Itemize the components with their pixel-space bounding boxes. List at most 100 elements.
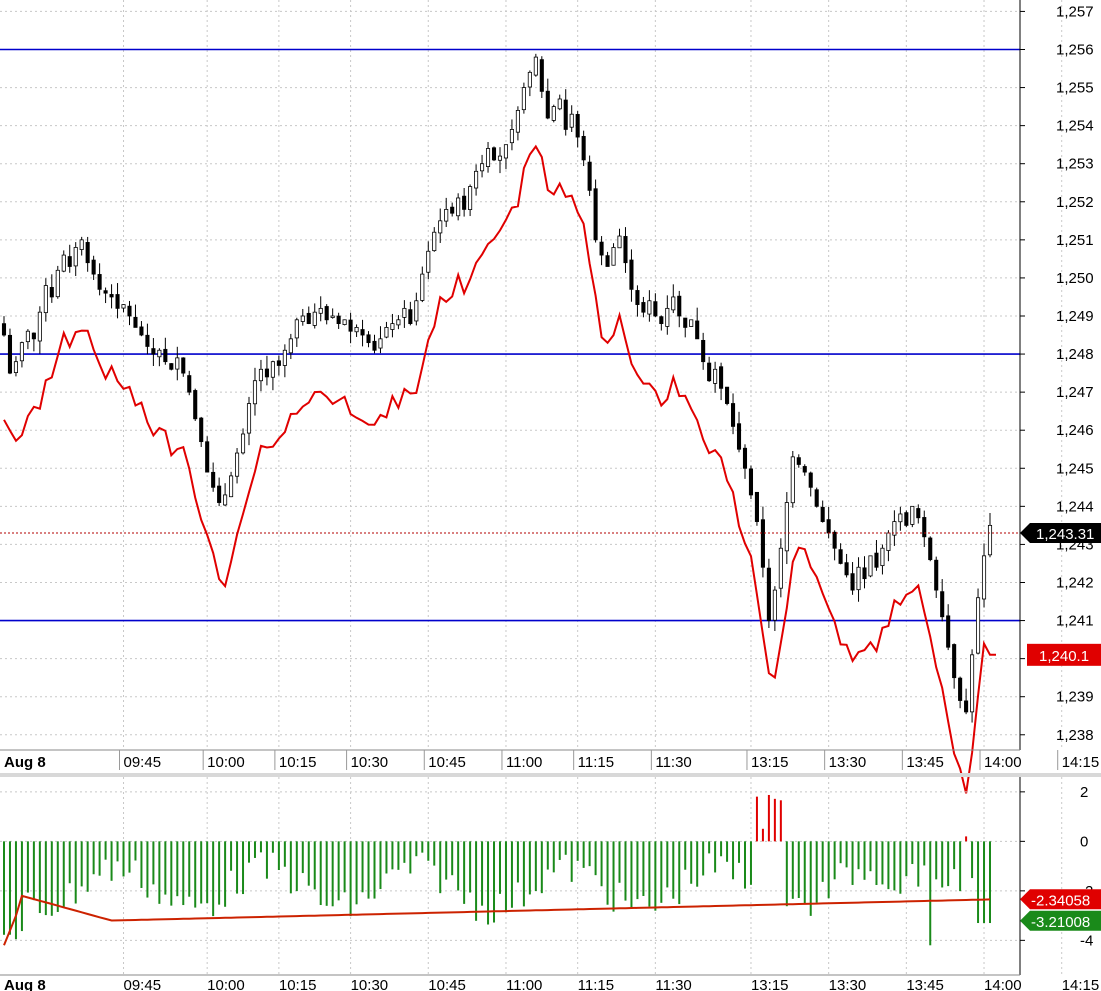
histogram-bar <box>391 841 394 870</box>
candle <box>450 202 455 217</box>
oscillator-x-axis: Aug 8 09:45 10:00 10:15 10:30 10:45 11:00 11:1… <box>0 974 1099 991</box>
candle <box>37 306 42 354</box>
histogram-bar <box>242 841 245 895</box>
candle <box>61 250 66 273</box>
candle <box>294 317 299 347</box>
histogram-bar <box>206 841 209 904</box>
candle <box>671 284 676 314</box>
candle <box>396 315 401 330</box>
candle <box>928 536 933 562</box>
candle <box>665 295 670 335</box>
histogram-bar <box>325 841 328 906</box>
histogram-bar <box>791 841 794 899</box>
price-x-tick-label: 10:30 <box>351 754 389 771</box>
oscillator-x-tick-label: 09:45 <box>124 977 162 991</box>
histogram-bar <box>684 841 687 870</box>
histogram-bar <box>307 841 310 886</box>
histogram-bar <box>433 841 436 866</box>
histogram-bar <box>785 841 788 907</box>
histogram-bar <box>397 841 400 870</box>
histogram-bar <box>469 841 472 893</box>
candle <box>904 510 909 528</box>
candle <box>970 649 975 723</box>
histogram-bar <box>355 841 358 905</box>
candle <box>964 688 969 715</box>
histogram-bar <box>248 841 251 863</box>
histogram-bar <box>439 841 442 894</box>
candle <box>575 111 580 148</box>
price-y-tick-label: 1,252 <box>1056 194 1094 211</box>
candle <box>533 53 538 77</box>
candle <box>31 332 36 352</box>
candle <box>468 184 473 217</box>
price-y-tick-label: 1,247 <box>1056 384 1094 401</box>
histogram-bar <box>176 841 179 897</box>
price-panel[interactable]: 1,2381,2391,2401,2411,2421,2431,2441,245… <box>0 0 1101 794</box>
candle <box>109 284 114 309</box>
histogram-bar <box>696 841 699 887</box>
candle <box>647 290 652 322</box>
horizontal-lines <box>0 48 1020 622</box>
candle <box>115 283 120 319</box>
candle <box>318 296 323 322</box>
candle <box>874 540 879 571</box>
histogram-bar <box>534 841 537 892</box>
histogram-bar <box>875 841 878 886</box>
histogram-bar <box>642 841 645 896</box>
candle <box>719 362 724 401</box>
histogram-bar <box>845 841 848 868</box>
candle <box>701 332 706 370</box>
candle <box>976 588 981 655</box>
histogram-bar <box>331 841 334 907</box>
histogram-bar <box>62 841 65 907</box>
histogram-bar <box>498 841 501 894</box>
candle <box>127 300 132 326</box>
histogram-bar <box>349 841 352 917</box>
price-x-tick-label: 11:15 <box>578 754 614 771</box>
candle <box>784 492 789 565</box>
histogram-bar <box>104 841 107 860</box>
histogram-bar <box>983 841 986 924</box>
histogram-bar <box>259 841 262 853</box>
candle <box>605 251 610 267</box>
oscillator-y-tick-label: 2 <box>1080 784 1088 801</box>
candle <box>258 359 264 392</box>
candle <box>187 370 192 396</box>
price-y-tick-label: 1,256 <box>1056 41 1094 58</box>
histogram-bar <box>158 841 161 904</box>
candle <box>360 319 365 347</box>
histogram-bar <box>672 841 675 899</box>
candle <box>796 454 801 468</box>
histogram-bar <box>887 841 890 890</box>
histogram-bar <box>481 841 484 906</box>
oscillator-y-tick-label: 0 <box>1080 833 1088 850</box>
histogram-bar <box>654 841 657 911</box>
candle <box>910 505 915 528</box>
oscillator-grid <box>0 777 1063 975</box>
oscillator-x-tick-label: 13:30 <box>829 977 867 991</box>
histogram-bar <box>493 841 496 923</box>
candlestick-series <box>1 53 993 723</box>
candle <box>157 348 162 367</box>
candle <box>772 586 777 632</box>
histogram-bar <box>253 841 256 858</box>
candle <box>300 308 305 326</box>
histogram-bar <box>128 841 131 873</box>
candle <box>563 89 568 136</box>
candle <box>390 313 395 338</box>
candle <box>593 179 598 243</box>
candle <box>456 193 461 221</box>
candle <box>330 308 335 319</box>
candle <box>306 306 311 325</box>
oscillator-panel[interactable]: 20-2-4 -2.34058 -3.21008 <box>0 777 1101 975</box>
histogram-bar <box>797 841 800 898</box>
histogram-bar <box>20 841 23 932</box>
candle <box>653 293 658 318</box>
candle <box>145 323 150 355</box>
histogram-bar <box>265 841 268 879</box>
candle <box>163 337 168 365</box>
histogram-bar <box>26 841 29 893</box>
oscillator-x-tick-label: 11:00 <box>506 977 542 991</box>
histogram-bar <box>140 841 143 888</box>
